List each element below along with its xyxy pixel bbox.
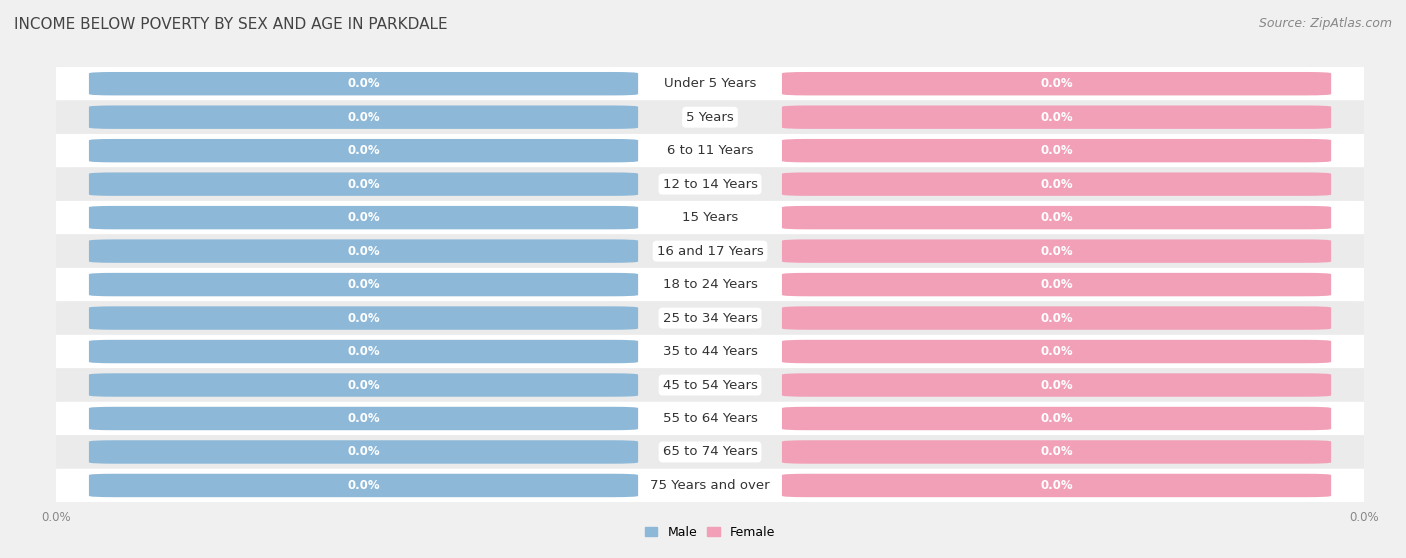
FancyBboxPatch shape bbox=[89, 340, 638, 363]
Text: 18 to 24 Years: 18 to 24 Years bbox=[662, 278, 758, 291]
Text: INCOME BELOW POVERTY BY SEX AND AGE IN PARKDALE: INCOME BELOW POVERTY BY SEX AND AGE IN P… bbox=[14, 17, 447, 32]
FancyBboxPatch shape bbox=[44, 469, 1376, 502]
Text: 35 to 44 Years: 35 to 44 Years bbox=[662, 345, 758, 358]
FancyBboxPatch shape bbox=[44, 335, 1376, 368]
FancyBboxPatch shape bbox=[782, 407, 1331, 430]
Text: 15 Years: 15 Years bbox=[682, 211, 738, 224]
Text: 0.0%: 0.0% bbox=[347, 445, 380, 459]
Text: 0.0%: 0.0% bbox=[1040, 445, 1073, 459]
FancyBboxPatch shape bbox=[89, 273, 638, 296]
Text: 0.0%: 0.0% bbox=[347, 144, 380, 157]
FancyBboxPatch shape bbox=[89, 139, 638, 162]
Text: 75 Years and over: 75 Years and over bbox=[650, 479, 770, 492]
FancyBboxPatch shape bbox=[782, 474, 1331, 497]
Text: 12 to 14 Years: 12 to 14 Years bbox=[662, 177, 758, 191]
Text: 0.0%: 0.0% bbox=[347, 479, 380, 492]
Text: 0.0%: 0.0% bbox=[1040, 278, 1073, 291]
Text: 0.0%: 0.0% bbox=[1040, 378, 1073, 392]
FancyBboxPatch shape bbox=[782, 206, 1331, 229]
FancyBboxPatch shape bbox=[44, 100, 1376, 134]
FancyBboxPatch shape bbox=[782, 239, 1331, 263]
FancyBboxPatch shape bbox=[44, 402, 1376, 435]
FancyBboxPatch shape bbox=[89, 474, 638, 497]
FancyBboxPatch shape bbox=[44, 67, 1376, 100]
Text: Source: ZipAtlas.com: Source: ZipAtlas.com bbox=[1258, 17, 1392, 30]
FancyBboxPatch shape bbox=[89, 306, 638, 330]
FancyBboxPatch shape bbox=[782, 72, 1331, 95]
Text: 5 Years: 5 Years bbox=[686, 110, 734, 124]
Text: 6 to 11 Years: 6 to 11 Years bbox=[666, 144, 754, 157]
FancyBboxPatch shape bbox=[782, 373, 1331, 397]
Text: 45 to 54 Years: 45 to 54 Years bbox=[662, 378, 758, 392]
Text: Under 5 Years: Under 5 Years bbox=[664, 77, 756, 90]
Text: 0.0%: 0.0% bbox=[1040, 177, 1073, 191]
FancyBboxPatch shape bbox=[782, 139, 1331, 162]
FancyBboxPatch shape bbox=[89, 373, 638, 397]
Text: 0.0%: 0.0% bbox=[1040, 244, 1073, 258]
FancyBboxPatch shape bbox=[44, 435, 1376, 469]
FancyBboxPatch shape bbox=[44, 134, 1376, 167]
Text: 25 to 34 Years: 25 to 34 Years bbox=[662, 311, 758, 325]
FancyBboxPatch shape bbox=[89, 440, 638, 464]
Text: 0.0%: 0.0% bbox=[347, 278, 380, 291]
FancyBboxPatch shape bbox=[89, 407, 638, 430]
Text: 16 and 17 Years: 16 and 17 Years bbox=[657, 244, 763, 258]
Text: 0.0%: 0.0% bbox=[1040, 311, 1073, 325]
FancyBboxPatch shape bbox=[44, 201, 1376, 234]
Text: 0.0%: 0.0% bbox=[347, 345, 380, 358]
FancyBboxPatch shape bbox=[44, 234, 1376, 268]
Text: 0.0%: 0.0% bbox=[1040, 77, 1073, 90]
FancyBboxPatch shape bbox=[89, 72, 638, 95]
FancyBboxPatch shape bbox=[782, 105, 1331, 129]
FancyBboxPatch shape bbox=[44, 301, 1376, 335]
Text: 0.0%: 0.0% bbox=[347, 77, 380, 90]
Text: 0.0%: 0.0% bbox=[347, 211, 380, 224]
Text: 0.0%: 0.0% bbox=[347, 244, 380, 258]
FancyBboxPatch shape bbox=[782, 340, 1331, 363]
FancyBboxPatch shape bbox=[782, 172, 1331, 196]
FancyBboxPatch shape bbox=[782, 440, 1331, 464]
Text: 0.0%: 0.0% bbox=[1040, 412, 1073, 425]
Text: 0.0%: 0.0% bbox=[347, 110, 380, 124]
FancyBboxPatch shape bbox=[782, 306, 1331, 330]
Text: 0.0%: 0.0% bbox=[1040, 144, 1073, 157]
FancyBboxPatch shape bbox=[44, 268, 1376, 301]
Text: 0.0%: 0.0% bbox=[347, 378, 380, 392]
FancyBboxPatch shape bbox=[89, 206, 638, 229]
FancyBboxPatch shape bbox=[44, 368, 1376, 402]
FancyBboxPatch shape bbox=[89, 239, 638, 263]
Text: 0.0%: 0.0% bbox=[347, 311, 380, 325]
Text: 65 to 74 Years: 65 to 74 Years bbox=[662, 445, 758, 459]
Text: 0.0%: 0.0% bbox=[347, 177, 380, 191]
Text: 0.0%: 0.0% bbox=[1040, 110, 1073, 124]
Text: 0.0%: 0.0% bbox=[1040, 211, 1073, 224]
FancyBboxPatch shape bbox=[89, 172, 638, 196]
FancyBboxPatch shape bbox=[782, 273, 1331, 296]
Text: 55 to 64 Years: 55 to 64 Years bbox=[662, 412, 758, 425]
Text: 0.0%: 0.0% bbox=[1040, 479, 1073, 492]
FancyBboxPatch shape bbox=[89, 105, 638, 129]
Text: 0.0%: 0.0% bbox=[1040, 345, 1073, 358]
FancyBboxPatch shape bbox=[44, 167, 1376, 201]
Legend: Male, Female: Male, Female bbox=[640, 521, 780, 544]
Text: 0.0%: 0.0% bbox=[347, 412, 380, 425]
